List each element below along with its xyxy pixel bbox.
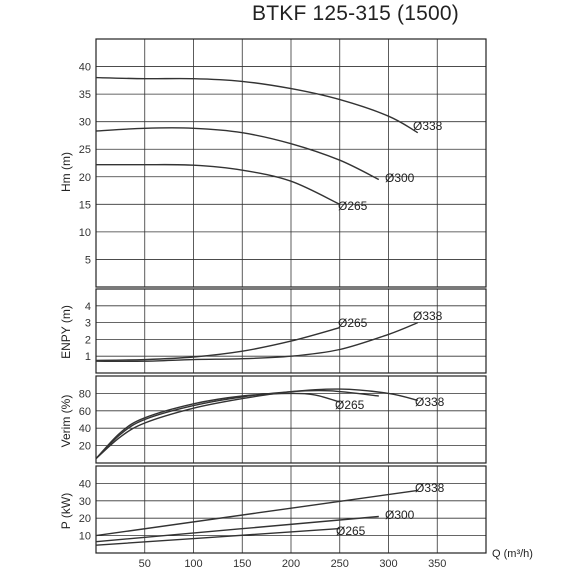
curve-label: Ø265 (338, 199, 368, 213)
y-tick-label: 60 (79, 406, 91, 418)
y-tick-label: 30 (79, 496, 91, 508)
curve-d338 (95, 489, 418, 537)
panel-frame (95, 38, 487, 288)
x-tick-label: 50 (139, 558, 151, 570)
panel-frame (95, 465, 487, 554)
y-tick-label: 40 (79, 478, 91, 490)
curve-d265 (95, 527, 340, 546)
y-tick-label: 15 (79, 199, 91, 211)
y-tick-label: 35 (79, 89, 91, 101)
y-tick-label: 20 (79, 172, 91, 184)
curve-d338 (95, 76, 419, 134)
curve-d265 (95, 326, 340, 362)
curve-label: Ø338 (415, 481, 445, 495)
x-tick-label: 100 (184, 558, 202, 570)
curve-label: Ø265 (336, 524, 366, 538)
x-tick-label: 350 (428, 558, 446, 570)
x-tick-label: 300 (379, 558, 397, 570)
curve-d300 (95, 389, 379, 460)
curve-label: Ø300 (385, 508, 415, 522)
curve-label: Ø300 (385, 171, 415, 185)
y-tick-label: 20 (79, 441, 91, 453)
y-tick-label: 1 (85, 351, 91, 363)
y-tick-label: 2 (85, 334, 91, 346)
x-tick-label: 200 (282, 558, 300, 570)
y-tick-label: 20 (79, 513, 91, 525)
y-tick-label: 3 (85, 318, 91, 330)
curve-label: Ø338 (413, 119, 443, 133)
curve-label: Ø338 (415, 395, 445, 409)
curve-d265 (95, 392, 340, 460)
y-tick-label: 25 (79, 144, 91, 156)
y-axis-label: Verim (%) (59, 395, 73, 448)
y-tick-label: 4 (85, 301, 91, 313)
curve-d265 (95, 163, 341, 205)
curve-d300 (95, 127, 380, 181)
y-tick-label: 5 (85, 254, 91, 266)
curve-d338 (95, 321, 419, 363)
curve-d300 (95, 515, 379, 543)
curve-label: Ø338 (413, 309, 443, 323)
x-axis-label: Q (m³/h) (492, 548, 533, 560)
y-axis-label: Hm (m) (59, 152, 73, 192)
y-axis-label: P (kW) (59, 493, 73, 529)
y-tick-label: 30 (79, 117, 91, 129)
y-tick-label: 10 (79, 227, 91, 239)
y-tick-label: 40 (79, 423, 91, 435)
x-tick-label: 150 (233, 558, 251, 570)
y-axis-label: ENPY (m) (59, 305, 73, 359)
curve-label: Ø265 (338, 316, 368, 330)
curve-d338 (95, 388, 418, 460)
curve-label: Ø265 (335, 398, 365, 412)
y-tick-label: 40 (79, 62, 91, 74)
x-tick-label: 250 (331, 558, 349, 570)
panel-frame (95, 288, 487, 374)
chart-title: BTKF 125-315 (1500) (252, 2, 459, 25)
panel-frame (95, 375, 487, 464)
y-tick-label: 80 (79, 388, 91, 400)
y-tick-label: 10 (79, 531, 91, 543)
